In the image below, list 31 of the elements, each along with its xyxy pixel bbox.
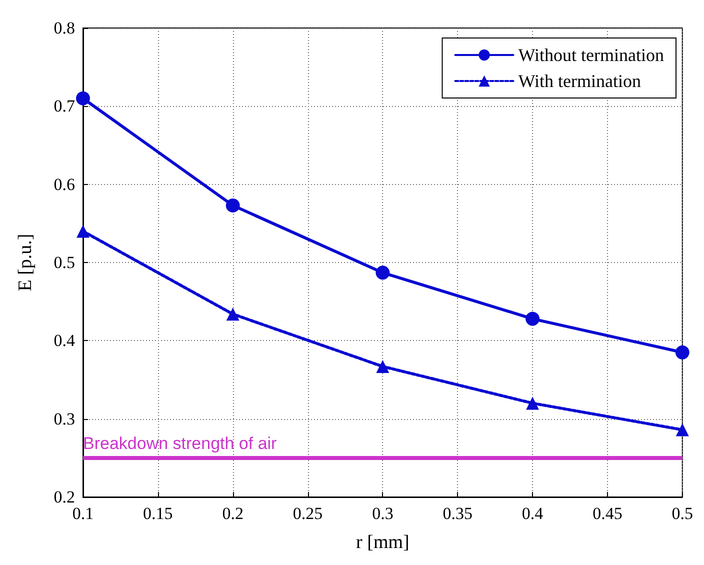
x-tick-label: 0.15 bbox=[143, 504, 173, 523]
x-tick-label: 0.35 bbox=[442, 504, 472, 523]
x-tick-label: 0.5 bbox=[672, 504, 693, 523]
y-tick-label: 0.3 bbox=[54, 409, 75, 428]
x-tick-label: 0.25 bbox=[292, 504, 323, 523]
point bbox=[526, 312, 540, 326]
x-tick-label: 0.45 bbox=[592, 504, 622, 523]
legend-label: With termination bbox=[518, 71, 641, 91]
x-tick-label: 0.2 bbox=[222, 504, 244, 523]
x-tick-label: 0.4 bbox=[522, 504, 544, 523]
x-axis-title: r [mm] bbox=[356, 532, 410, 553]
x-tick-label: 0.1 bbox=[72, 504, 94, 523]
point bbox=[226, 198, 240, 212]
x-tick-label: 0.3 bbox=[372, 504, 394, 523]
point bbox=[675, 345, 690, 360]
point bbox=[76, 224, 90, 238]
legend-label: Without termination bbox=[518, 45, 664, 65]
y-axis-title: E [p.u.] bbox=[15, 234, 36, 292]
y-tick-label: 0.2 bbox=[54, 488, 75, 506]
y-tick-label: 0.8 bbox=[54, 18, 75, 38]
y-tick-label: 0.6 bbox=[54, 174, 75, 194]
point bbox=[376, 266, 390, 280]
y-tick-label: 0.7 bbox=[54, 96, 76, 116]
point bbox=[526, 396, 540, 410]
y-tick-label: 0.4 bbox=[54, 331, 76, 350]
point bbox=[76, 91, 90, 106]
y-tick-label: 0.5 bbox=[54, 253, 75, 272]
point bbox=[226, 308, 240, 321]
point bbox=[376, 360, 390, 373]
ref-line-label: Breakdown strength of air bbox=[83, 434, 278, 453]
point bbox=[676, 423, 689, 436]
